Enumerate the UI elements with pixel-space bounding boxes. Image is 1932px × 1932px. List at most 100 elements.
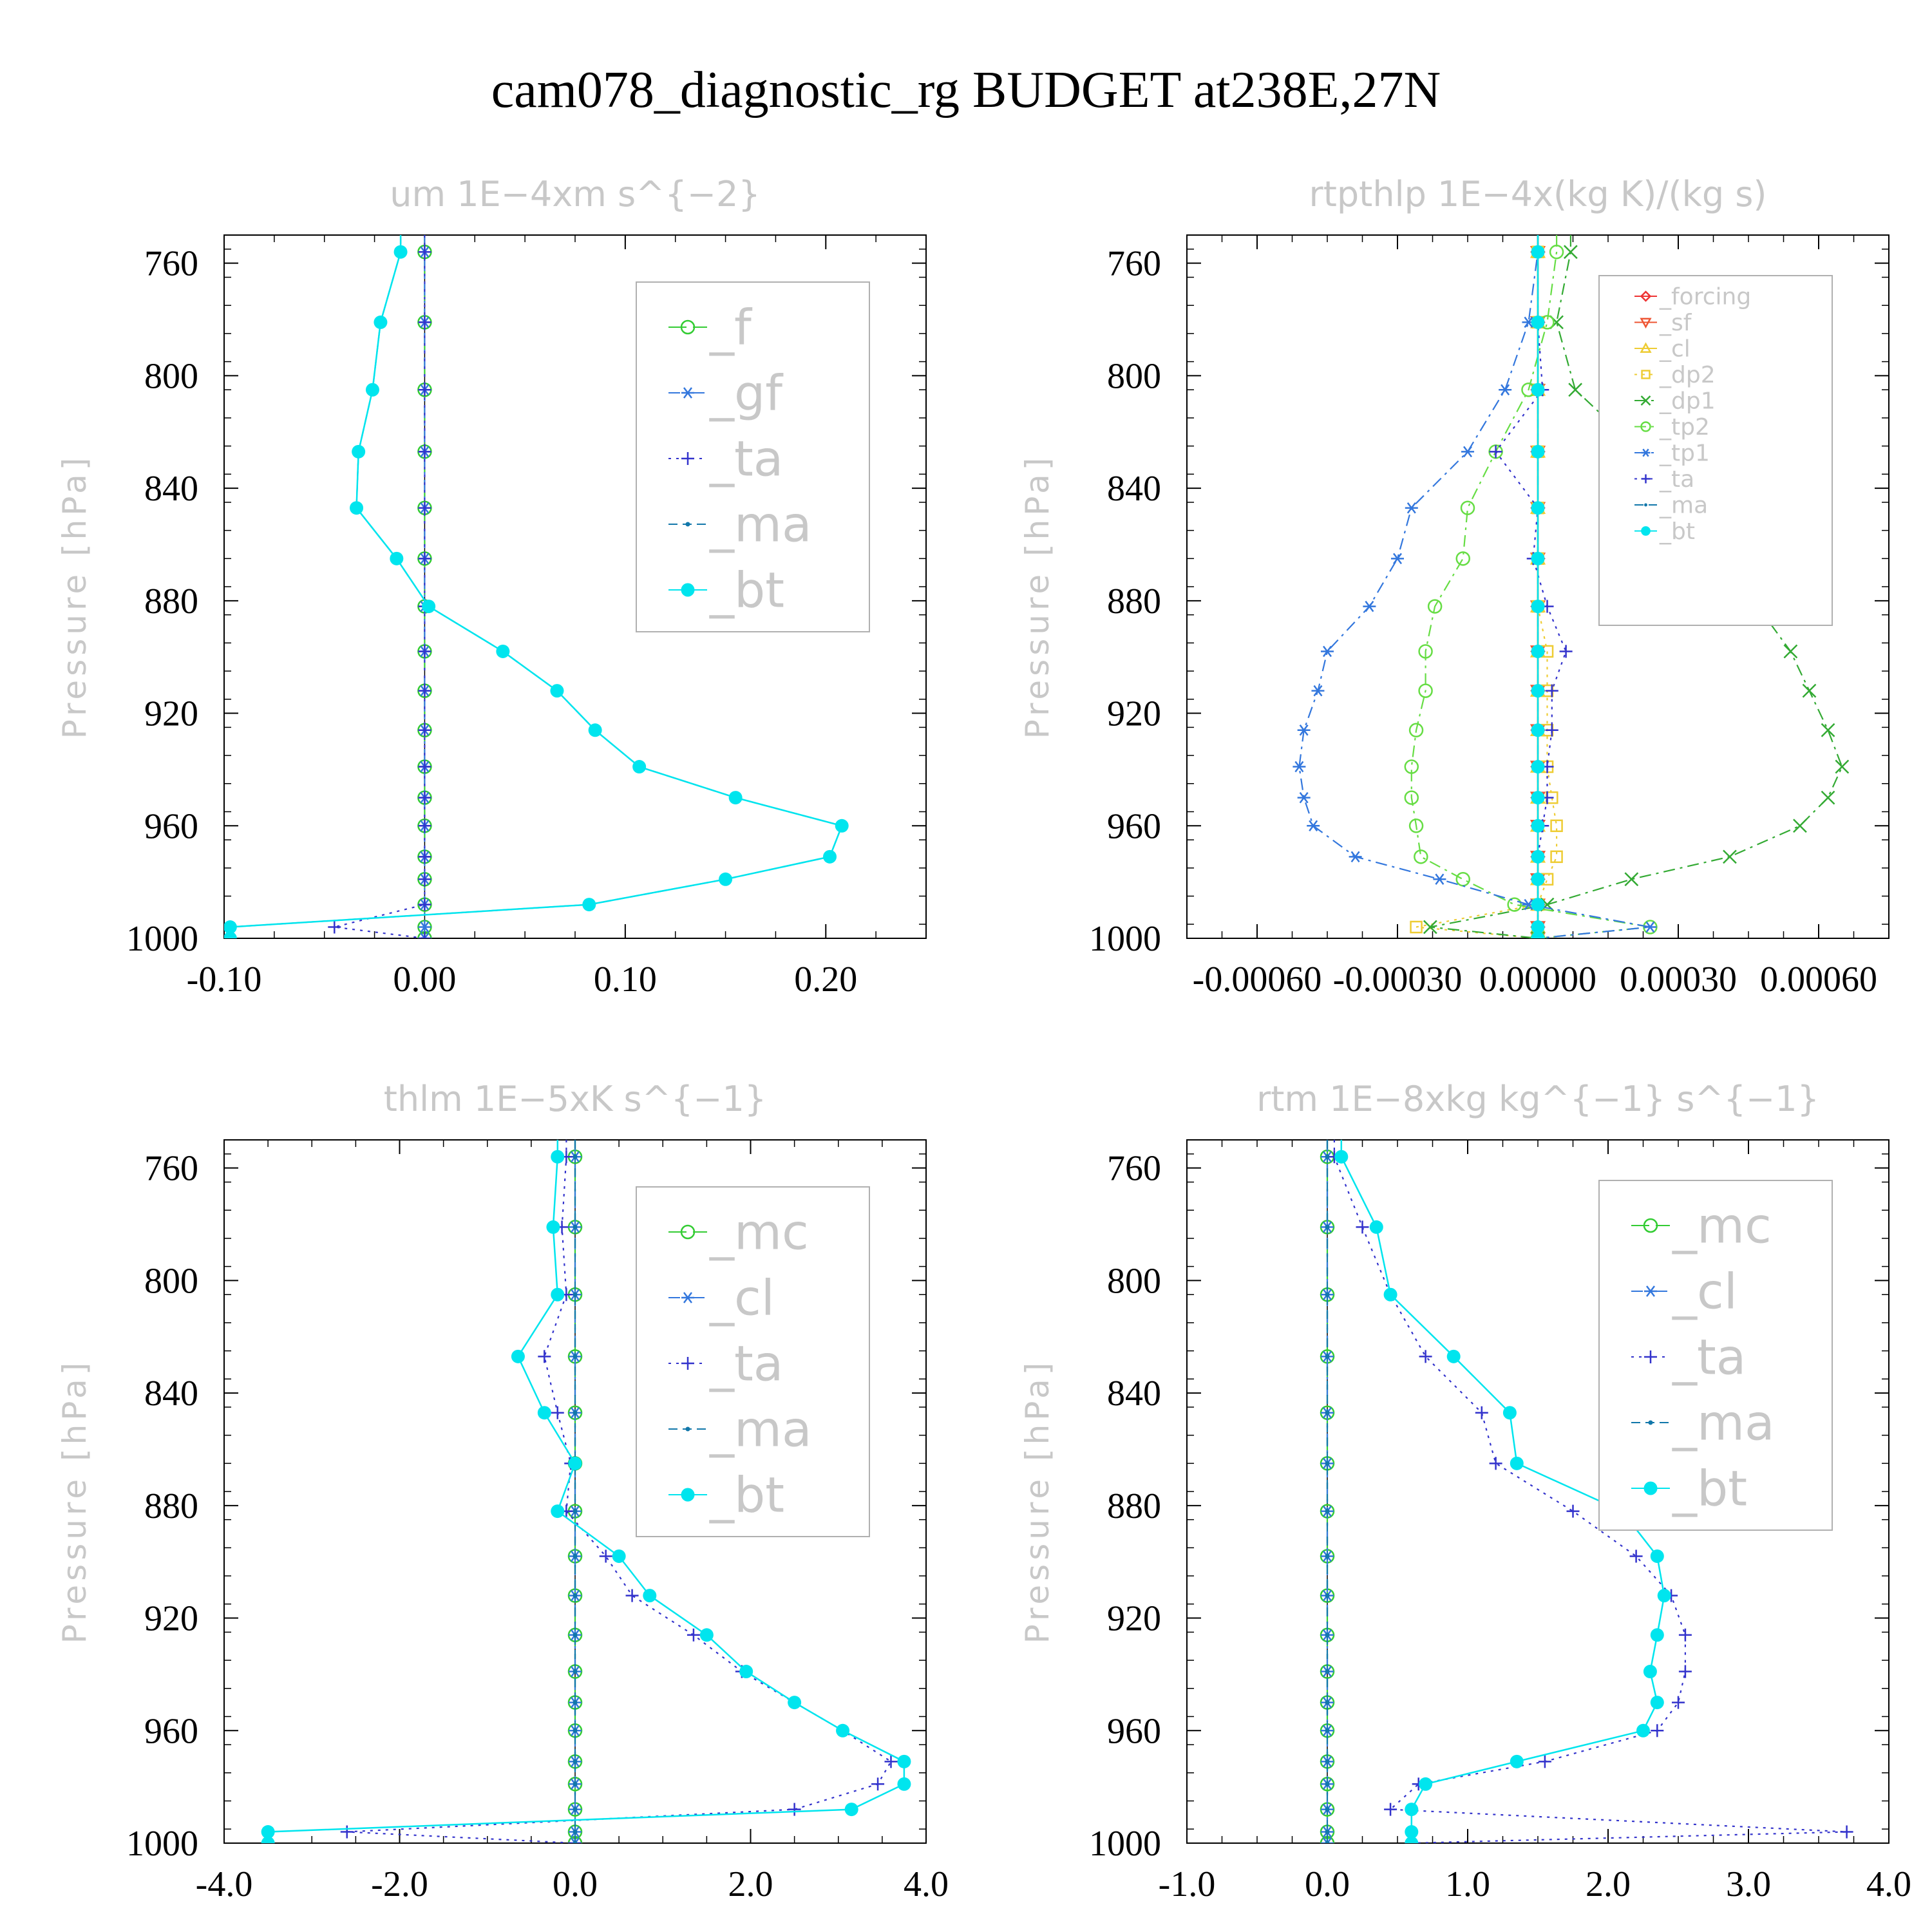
series-bt <box>224 235 849 938</box>
y-tick-label: 800 <box>1107 1261 1161 1301</box>
legend-label: _tp2 <box>1659 414 1710 440</box>
y-tick-label: 920 <box>144 1599 198 1639</box>
data-point <box>261 1825 275 1839</box>
legend-marker <box>1644 503 1647 507</box>
legend-entry-ta: _ta <box>668 1335 783 1392</box>
y-axis-label: Pressure [hPa] <box>1019 1359 1056 1644</box>
data-point <box>573 1830 578 1835</box>
plot-area <box>224 235 849 938</box>
legend-entry-f: _f <box>668 299 753 356</box>
panel-3: thlm 1E−5xK s^{−1} Pressure [hPa] 760 800 84… <box>56 1079 949 1904</box>
data-point <box>1643 921 1657 933</box>
data-point <box>844 1803 858 1817</box>
data-point <box>1427 599 1443 614</box>
data-point <box>1650 1549 1664 1563</box>
data-point <box>884 1755 898 1768</box>
legend-entry-mc: _mc <box>668 1204 809 1261</box>
x-tick-label: -4.0 <box>196 1864 253 1904</box>
data-point <box>1325 1700 1330 1705</box>
y-tick-label: 840 <box>1107 1374 1161 1414</box>
data-point <box>835 819 849 833</box>
legend-marker <box>1643 1218 1658 1233</box>
x-tick-label: -0.00060 <box>1193 960 1322 999</box>
data-point <box>1408 819 1424 833</box>
data-point <box>1531 898 1545 912</box>
data-point <box>1489 445 1502 459</box>
data-point <box>418 501 431 515</box>
y-tick-label: 760 <box>144 244 198 284</box>
y-tick-label: 1000 <box>1089 1824 1161 1864</box>
x-tick-label: 0.00060 <box>1760 960 1877 999</box>
x-tick-label: 0.10 <box>594 960 657 999</box>
data-point <box>1325 1781 1330 1786</box>
data-point <box>573 1700 578 1705</box>
data-point <box>1550 819 1563 833</box>
data-point <box>340 1825 354 1839</box>
x-tick-label: -0.10 <box>187 960 262 999</box>
data-point <box>739 1665 753 1679</box>
data-point <box>352 444 366 459</box>
x-tick-label: 4.0 <box>1866 1864 1911 1904</box>
y-tick-label: 920 <box>1107 694 1161 734</box>
data-point <box>788 1696 802 1710</box>
data-point <box>728 791 743 805</box>
legend-label: _ma <box>1659 493 1708 519</box>
legend-marker <box>681 1292 694 1303</box>
data-point <box>573 1759 578 1764</box>
data-point <box>1325 1669 1330 1674</box>
data-point <box>788 1803 801 1816</box>
data-point <box>418 316 431 329</box>
figure-title: cam078_diagnostic_rg BUDGET at238E,27N <box>491 62 1441 118</box>
legend: _mc _cl _ta _ma _bt <box>636 1186 870 1537</box>
data-point <box>1538 1755 1551 1768</box>
data-point <box>1531 920 1545 934</box>
data-point <box>418 383 431 397</box>
y-axis-label: Pressure [hPa] <box>56 1359 93 1644</box>
x-tick-label: -0.00030 <box>1333 960 1463 999</box>
data-point <box>1651 1724 1664 1738</box>
data-point <box>1405 1836 1419 1843</box>
data-point <box>418 921 431 933</box>
legend-marker <box>1644 1285 1657 1297</box>
data-point <box>328 920 341 934</box>
data-point <box>1499 384 1512 395</box>
legend: _mc _cl _ta _ma _bt <box>1598 1180 1833 1531</box>
data-point <box>1349 851 1362 863</box>
data-point <box>1325 1509 1330 1514</box>
data-point <box>1835 759 1850 774</box>
data-point <box>1325 1633 1330 1638</box>
data-point <box>1531 600 1545 614</box>
data-point <box>1531 444 1545 459</box>
data-point <box>573 1669 578 1674</box>
series-bt <box>1334 1140 1671 1843</box>
data-point <box>1325 1410 1330 1416</box>
panel-title: thlm 1E−5xK s^{−1} <box>384 1079 766 1119</box>
data-point <box>836 1723 850 1738</box>
legend-marker <box>1648 1420 1653 1425</box>
data-point <box>1404 790 1419 805</box>
data-point <box>418 760 431 773</box>
legend-marker <box>1641 370 1651 379</box>
y-tick-label: 760 <box>1107 244 1161 284</box>
legend-marker <box>1641 526 1651 536</box>
legend-label: _ta <box>709 1335 783 1392</box>
legend-label: _sf <box>1659 310 1692 336</box>
data-point <box>1566 1504 1580 1518</box>
data-point <box>1321 645 1334 658</box>
data-point <box>1531 501 1545 515</box>
data-point <box>1783 644 1798 659</box>
data-point <box>1531 551 1545 565</box>
data-point <box>573 1728 578 1733</box>
y-tick-label: 880 <box>144 582 198 621</box>
data-point <box>496 644 510 658</box>
data-point <box>1405 502 1418 514</box>
legend-entry-forcing: _forcing <box>1634 284 1751 310</box>
data-point <box>573 1553 578 1558</box>
data-point <box>546 1220 560 1234</box>
data-point <box>1363 600 1376 612</box>
legend-marker <box>1641 474 1651 484</box>
y-tick-label: 960 <box>144 806 198 846</box>
data-point <box>1650 1628 1664 1642</box>
legend-entry-dp1: _dp1 <box>1634 388 1716 415</box>
